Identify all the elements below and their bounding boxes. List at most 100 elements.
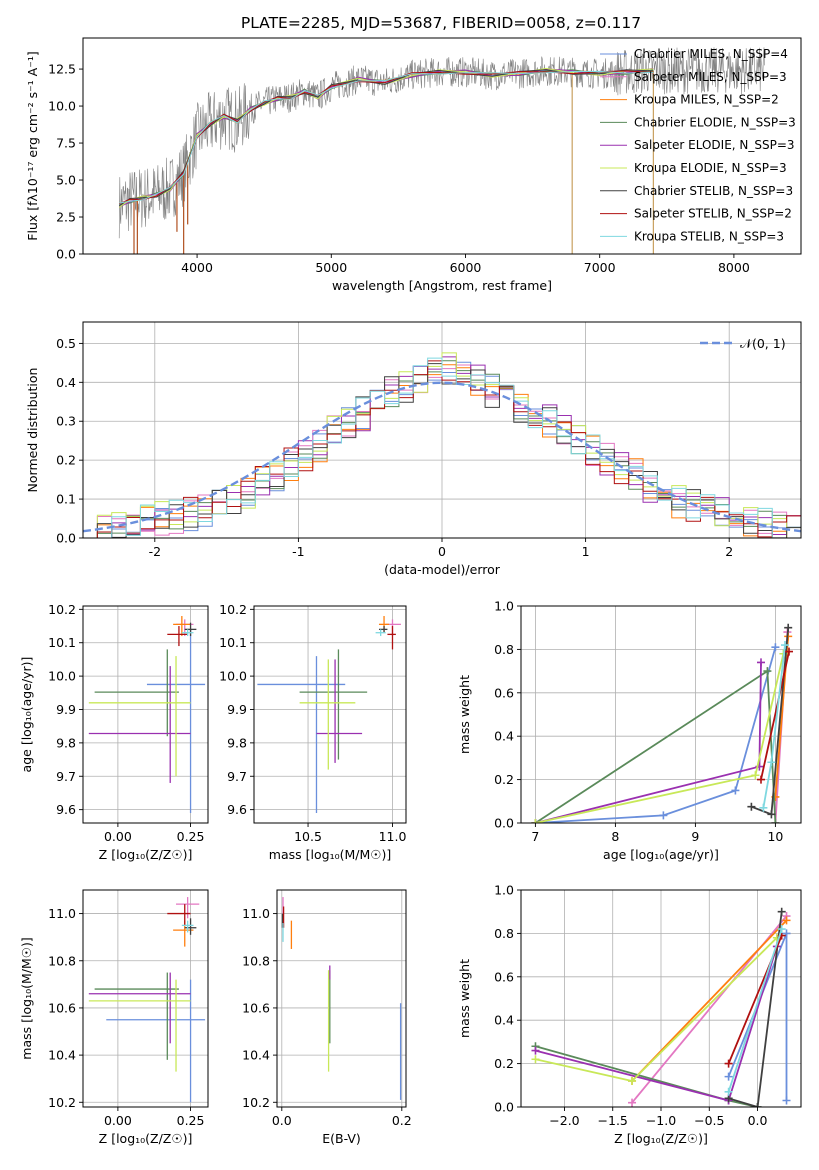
weight-marker-5-1 <box>628 1076 637 1085</box>
x-tick-label: −0.5 <box>694 1113 724 1128</box>
legend-label-7: Salpeter STELIB, N_SSP=2 <box>634 207 792 221</box>
weight-line-3 <box>534 669 777 823</box>
panel-spectrum: 4000 5000 6000 7000 8000 0.0 2.5 5.0 7.5 10.0 12.5… <box>25 37 802 293</box>
x-tick-label: 10.5 <box>294 829 322 844</box>
weight-marker-5-1 <box>751 771 760 780</box>
weight-line-0 <box>535 646 777 823</box>
weight-marker-8-1 <box>777 925 786 934</box>
x-tick-label: 7000 <box>584 260 616 275</box>
x-tick-label: 10 <box>767 829 783 844</box>
weight-marker-0-0 <box>724 1072 733 1081</box>
x-tick-label: -1 <box>292 544 304 559</box>
weight-line-4 <box>535 946 778 1102</box>
y-tick-label: 0.0 <box>56 531 76 546</box>
figure-title: PLATE=2285, MJD=53687, FIBERID=0058, z=0… <box>241 14 641 32</box>
y-tick-label: 10.1 <box>219 635 247 650</box>
panel-residuals: -2 -1 0 1 2 0.0 0.1 0.2 0.3 0.4 0.5 (data-model)/er… <box>25 321 802 577</box>
y-tick-label: 9.7 <box>56 769 76 784</box>
weight-marker-5-0 <box>531 1055 540 1064</box>
y-tick-label: 0.3 <box>56 414 76 429</box>
x-tick-label: 0.0 <box>272 1113 292 1128</box>
weight-marker-8-0 <box>759 803 768 812</box>
y-tick-label: 0.2 <box>494 1056 514 1071</box>
x-tick-label: 0.00 <box>104 1113 132 1128</box>
x-axis-label: wavelength [Angstrom, rest frame] <box>332 278 552 293</box>
x-tick-label: 6000 <box>450 260 482 275</box>
y-tick-label: 9.7 <box>227 769 247 784</box>
x-tick-label: 4000 <box>181 260 213 275</box>
weight-marker-7-0 <box>757 775 765 784</box>
panel-mass-vs-EBV: 0.0 0.2 10.2 10.4 10.6 10.8 11.0 E(B-V) <box>242 889 412 1146</box>
y-tick-label: 0.8 <box>494 926 514 941</box>
y-tick-label: 0.6 <box>494 969 514 984</box>
panel-weight-vs-age: 7 8 9 10 0.0 0.2 0.4 0.6 0.8 1.0 age [log₁₀(age/yr… <box>457 599 802 862</box>
axes-frame <box>520 889 802 1108</box>
y-tick-label: 10.2 <box>242 1095 270 1110</box>
y-tick-label: 11.0 <box>242 906 270 921</box>
legend-label-0: Chabrier MILES, N_SSP=4 <box>634 47 788 61</box>
plot-area-age-vs-mass <box>257 616 401 813</box>
x-tick-label: 8000 <box>718 260 750 275</box>
x-axis-label: mass [log₁₀(M/M☉)] <box>269 847 391 862</box>
legend-label-1: Salpeter MILES, N_SSP=3 <box>634 70 787 84</box>
y-tick-label: 0.2 <box>494 772 514 787</box>
y-tick-label: 0.0 <box>494 1100 514 1115</box>
weight-marker-0-1 <box>782 929 791 938</box>
y-tick-label: 9.8 <box>56 735 76 750</box>
x-axis-label: (data-model)/error <box>384 562 501 577</box>
x-axis-label: Z [log₁₀(Z/Z☉)] <box>614 1131 708 1146</box>
x-tick-label: 0 <box>438 544 446 559</box>
y-tick-label: 10.4 <box>242 1048 270 1063</box>
x-tick-label: 0.00 <box>104 829 132 844</box>
y-tick-label: 10.6 <box>242 1000 270 1015</box>
axes-frame <box>253 605 407 824</box>
x-axis-label: E(B-V) <box>322 1131 361 1146</box>
y-tick-label: 10.0 <box>48 669 76 684</box>
x-axis-label: Z [log₁₀(Z/Z☉)] <box>99 847 193 862</box>
x-tick-label: 8 <box>611 829 619 844</box>
x-tick-label: 7 <box>531 829 539 844</box>
weight-marker-6-1 <box>753 1103 762 1107</box>
axes-frame <box>82 605 209 824</box>
legend-label-normal: 𝒩(0, 1) <box>740 336 786 351</box>
y-tick-label: 10.0 <box>48 99 76 114</box>
weight-marker-3-2 <box>771 819 780 823</box>
x-tick-label: 2 <box>725 544 733 559</box>
x-tick-label: -2 <box>149 544 161 559</box>
y-tick-label: 1.0 <box>494 883 514 898</box>
axes-frame <box>82 889 209 1108</box>
x-tick-label: −1.0 <box>646 1113 676 1128</box>
y-tick-label: 0.0 <box>56 247 76 262</box>
plot-area-residuals <box>83 352 801 538</box>
y-axis-label: mass weight <box>457 675 472 754</box>
weight-line-8 <box>727 928 783 1093</box>
y-tick-label: 0.6 <box>494 685 514 700</box>
weight-marker-7-0 <box>724 1059 733 1068</box>
weight-marker-8-2 <box>781 641 789 650</box>
axes-frame <box>520 605 802 824</box>
weight-marker-4-2 <box>757 658 765 667</box>
y-axis-label: mass weight <box>457 959 472 1038</box>
weight-marker-8-0 <box>724 1087 733 1096</box>
x-tick-label: 0.2 <box>392 1113 412 1128</box>
y-tick-label: 9.6 <box>227 802 247 817</box>
weight-line-6 <box>728 911 783 1107</box>
y-tick-label: 0.4 <box>494 1013 514 1028</box>
x-tick-label: 5000 <box>315 260 347 275</box>
legend-label-3: Chabrier ELODIE, N_SSP=3 <box>634 115 796 129</box>
y-tick-label: 5.0 <box>56 173 76 188</box>
y-tick-label: 10.4 <box>48 1048 76 1063</box>
weight-marker-0-2 <box>731 786 740 795</box>
y-tick-label: 0.4 <box>494 729 514 744</box>
y-axis-label: Flux [fλ10⁻¹⁷ erg cm⁻² s⁻¹ A⁻¹] <box>25 51 40 240</box>
x-tick-label: 0.25 <box>177 829 205 844</box>
weight-marker-0-2 <box>782 1096 791 1105</box>
y-tick-label: 0.1 <box>56 492 76 507</box>
panel-age-vs-Z: 0.00 0.25 9.6 9.7 9.8 9.9 10.0 10.1 10.2 Z [log₁₀… <box>19 602 209 862</box>
weight-marker-6-2 <box>777 907 786 916</box>
weight-marker-6-1 <box>767 810 776 819</box>
axes-frame <box>276 889 407 1108</box>
weight-marker-7-1 <box>785 647 793 656</box>
legend-label-8: Kroupa STELIB, N_SSP=3 <box>634 229 784 243</box>
